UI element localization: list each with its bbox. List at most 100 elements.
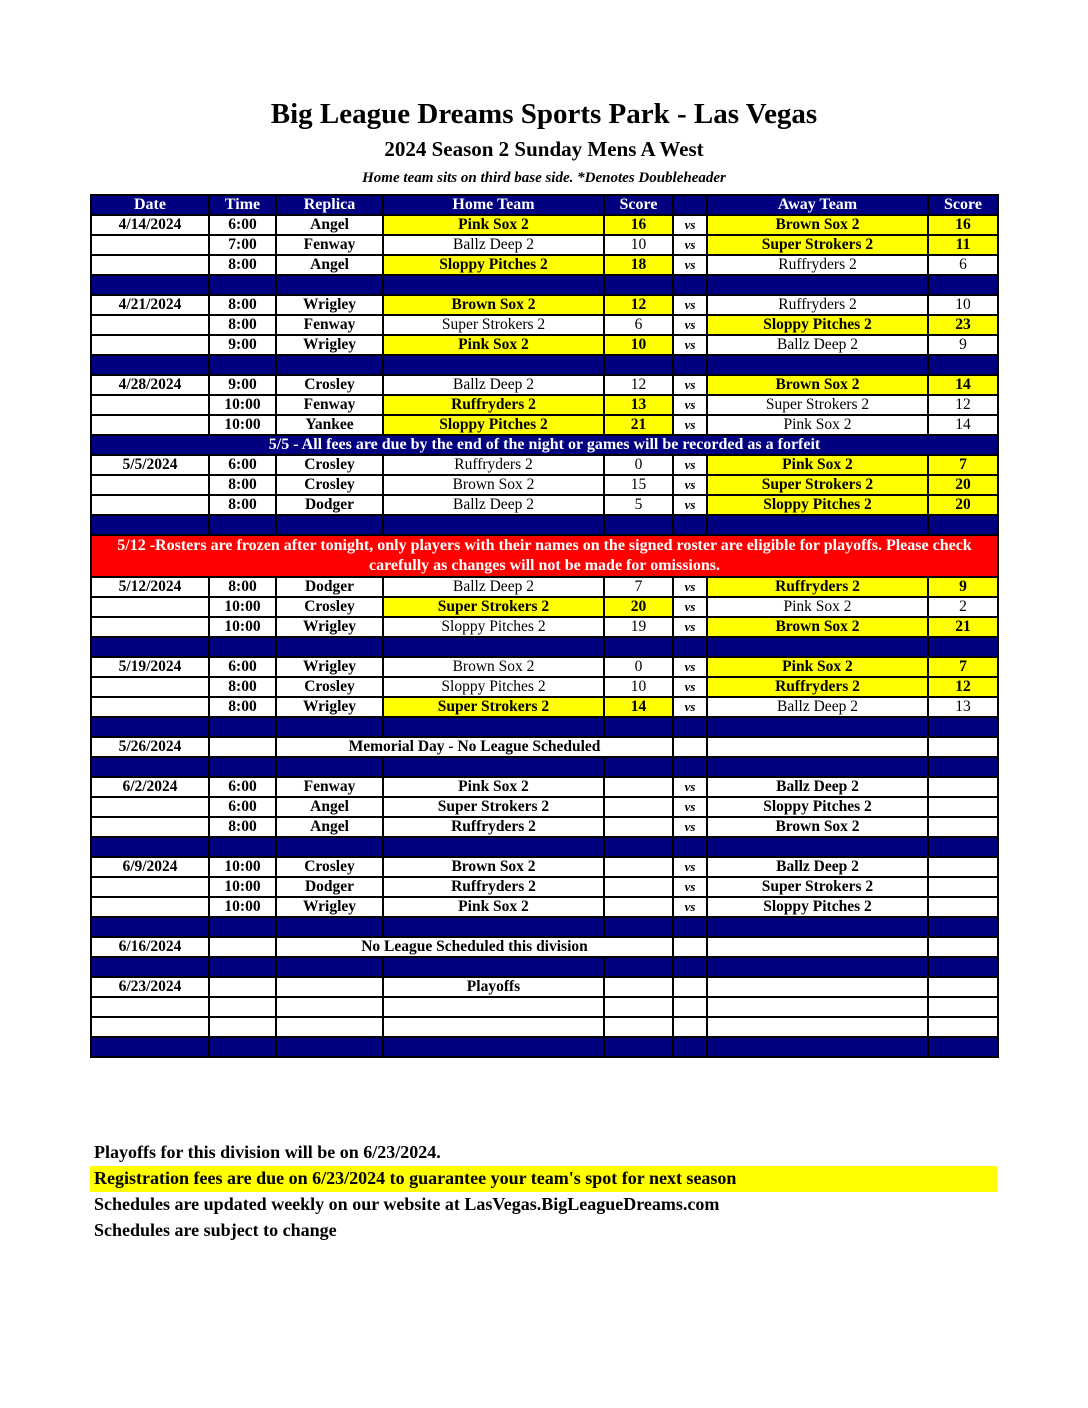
away-team: Sloppy Pitches 2: [706, 314, 929, 336]
home-score: 0: [603, 656, 674, 678]
spacer-cell: [208, 636, 277, 658]
away-cell: [706, 936, 929, 958]
spacer-cell: [927, 756, 999, 778]
away-team: Ruffryders 2: [706, 676, 929, 698]
spacer-cell: [382, 836, 605, 858]
footer-subject-to-change: Schedules are subject to change: [94, 1220, 337, 1240]
blank-cell: [603, 1016, 674, 1038]
home-score: 15: [603, 474, 674, 496]
message-row: 6/16/2024 No League Scheduled this divisi…: [90, 936, 999, 958]
spacer-row: [90, 716, 999, 738]
footer: Playoffs for this division will be on 6/…: [90, 1140, 997, 1244]
message-text: Playoffs: [382, 976, 605, 998]
spacer-cell: [706, 956, 929, 978]
blank-cell: [706, 1016, 929, 1038]
away-score: 20: [927, 474, 999, 496]
spacer-row: [90, 636, 999, 658]
home-score: 16: [603, 214, 674, 236]
vs-label: vs: [672, 394, 708, 416]
spacer-cell: [706, 274, 929, 296]
replica-cell: Fenway: [275, 776, 384, 798]
header-home-team: Home Team: [382, 194, 605, 216]
date-cell: [90, 796, 210, 818]
spacer-cell: [275, 514, 384, 536]
score-cell: [927, 936, 999, 958]
vs-label: vs: [672, 776, 708, 798]
replica-cell: Crosley: [275, 474, 384, 496]
date-cell: [90, 494, 210, 516]
vs-cell: [672, 976, 708, 998]
away-score: [927, 896, 999, 918]
away-score: 14: [927, 414, 999, 436]
notice-text: 5/5 - All fees are due by the end of the…: [90, 434, 999, 456]
header-vs: [672, 194, 708, 216]
home-score: 6: [603, 314, 674, 336]
away-cell: [706, 736, 929, 758]
date-cell: 6/23/2024: [90, 976, 210, 998]
date-cell: 5/12/2024: [90, 576, 210, 598]
spacer-cell: [672, 274, 708, 296]
away-team: Ballz Deep 2: [706, 696, 929, 718]
game-row: 8:00 Dodger Ballz Deep 2 5 vs Sloppy Pitches …: [90, 494, 999, 516]
date-cell: 4/14/2024: [90, 214, 210, 236]
game-row: 6:00 Angel Super Strokers 2 vs Sloppy Pitche…: [90, 796, 999, 818]
home-team: Sloppy Pitches 2: [382, 414, 605, 436]
replica-cell: Angel: [275, 796, 384, 818]
away-team: Pink Sox 2: [706, 596, 929, 618]
game-row: 8:00 Crosley Brown Sox 2 15 vs Super Strokers…: [90, 474, 999, 496]
home-score: [603, 816, 674, 838]
replica-cell: Dodger: [275, 494, 384, 516]
replica-cell: Wrigley: [275, 294, 384, 316]
spacer-cell: [706, 636, 929, 658]
table-header: Date Time Replica Home Team Score Away Team Sc…: [90, 194, 999, 216]
score-cell: [927, 976, 999, 998]
home-team: Brown Sox 2: [382, 856, 605, 878]
spacer-cell: [706, 1036, 929, 1058]
away-team: Ruffryders 2: [706, 576, 929, 598]
away-score: 7: [927, 454, 999, 476]
vs-cell: [672, 736, 708, 758]
time-cell: 6:00: [208, 796, 277, 818]
spacer-cell: [927, 354, 999, 376]
game-row: 5/12/2024 8:00 Dodger Ballz Deep 2 7 vs Ruffry…: [90, 576, 999, 598]
home-score: 12: [603, 374, 674, 396]
away-team: Sloppy Pitches 2: [706, 796, 929, 818]
spacer-row: [90, 1036, 999, 1058]
spacer-cell: [382, 916, 605, 938]
home-score: [603, 896, 674, 918]
spacer-cell: [275, 274, 384, 296]
spacer-row: [90, 836, 999, 858]
away-team: Ballz Deep 2: [706, 334, 929, 356]
spacer-cell: [275, 956, 384, 978]
away-team: Ruffryders 2: [706, 254, 929, 276]
time-cell: 10:00: [208, 414, 277, 436]
home-score: 19: [603, 616, 674, 638]
home-team: Sloppy Pitches 2: [382, 616, 605, 638]
spacer-cell: [90, 354, 210, 376]
time-cell: 10:00: [208, 856, 277, 878]
vs-label: vs: [672, 616, 708, 638]
spacer-cell: [603, 1036, 674, 1058]
spacer-cell: [927, 514, 999, 536]
replica-cell: Angel: [275, 254, 384, 276]
blank-cell: [672, 1016, 708, 1038]
away-cell: [706, 976, 929, 998]
vs-label: vs: [672, 796, 708, 818]
spacer-cell: [90, 916, 210, 938]
header-replica: Replica: [275, 194, 384, 216]
header-date: Date: [90, 194, 210, 216]
game-row: 10:00 Yankee Sloppy Pitches 2 21 vs Pink Sox …: [90, 414, 999, 436]
away-score: 12: [927, 676, 999, 698]
spacer-cell: [90, 756, 210, 778]
replica-cell: Angel: [275, 816, 384, 838]
game-row: 5/5/2024 6:00 Crosley Ruffryders 2 0 vs Pink S…: [90, 454, 999, 476]
date-cell: 5/26/2024: [90, 736, 210, 758]
message-row: 5/26/2024 Memorial Day - No League Schedu…: [90, 736, 999, 758]
game-row: 8:00 Angel Sloppy Pitches 2 18 vs Ruffryders …: [90, 254, 999, 276]
header-away-team: Away Team: [706, 194, 929, 216]
header-time: Time: [208, 194, 277, 216]
away-score: [927, 776, 999, 798]
spacer-row: [90, 274, 999, 296]
date-cell: [90, 394, 210, 416]
